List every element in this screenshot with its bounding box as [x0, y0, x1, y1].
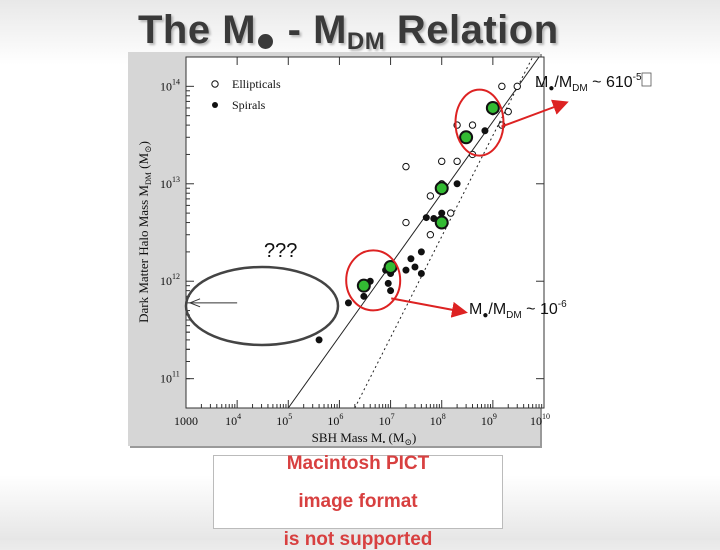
lower-ratio-annotation: M●/MDM ~ 10-6: [469, 299, 567, 321]
upper-ratio-annotation: M●/MDM ~ 610-5: [535, 72, 642, 94]
elliptical-point: [402, 162, 410, 171]
spiral-point: [417, 270, 425, 278]
title-middle: - M: [276, 8, 347, 52]
question-annotation: ???: [264, 240, 297, 262]
missing-glyph-box-icon: [641, 72, 652, 87]
spiral-point: [417, 248, 425, 256]
placeholder-line-1: Macintosh PICT: [286, 453, 430, 474]
lower-highlight-ring: [345, 249, 402, 312]
elliptical-point: [498, 82, 506, 91]
x-tick-label: 106: [327, 412, 343, 428]
y-tick-label: 1011: [160, 370, 180, 386]
fit-line-solid: [287, 56, 540, 409]
lower-callout-arrow: [391, 297, 468, 318]
spiral-point: [344, 299, 352, 307]
highlighted-point: [485, 100, 500, 115]
x-tick-label: 109: [481, 412, 497, 428]
elliptical-point: [453, 157, 461, 166]
spiral-point: [402, 266, 410, 274]
spiral-point: [481, 127, 489, 135]
highlighted-point: [434, 215, 449, 230]
spiral-point: [360, 292, 368, 300]
placeholder-line-2: image format: [298, 491, 418, 512]
y-tick-label: 1013: [160, 175, 180, 191]
highlighted-point: [356, 278, 371, 293]
elliptical-point: [447, 209, 455, 217]
legend-filled-marker: [212, 102, 218, 108]
plot-area: [185, 56, 545, 409]
spiral-point: [315, 336, 323, 344]
upper-callout-arrow: [501, 99, 569, 128]
elliptical-point: [504, 107, 512, 116]
spiral-point: [411, 263, 419, 271]
spiral-point: [422, 214, 430, 222]
elliptical-point: [513, 82, 521, 91]
x-tick-label: 108: [430, 412, 446, 428]
fit-line-dotted: [354, 56, 534, 409]
x-tick-label: 1000: [174, 414, 198, 428]
x-tick-label: 105: [276, 412, 292, 428]
spiral-point: [438, 209, 446, 217]
slide-title: The M - MDM Relation: [138, 8, 559, 56]
upper-highlight-ring: [454, 88, 505, 157]
elliptical-point: [468, 121, 477, 129]
x-tick-label: 1010: [530, 412, 550, 428]
elliptical-point: [402, 218, 410, 227]
spiral-point: [387, 287, 395, 295]
title-suffix: Relation: [385, 8, 559, 52]
legend-open-marker: [211, 80, 219, 88]
bullet-dot-icon: [258, 34, 274, 49]
elliptical-point: [438, 157, 446, 166]
x-tick-label: 107: [379, 412, 395, 428]
x-tick-label: 104: [225, 412, 241, 428]
elliptical-point: [426, 192, 435, 200]
highlighted-point: [459, 130, 474, 145]
y-tick-label: 1014: [160, 77, 180, 93]
title-subscript: DM: [346, 28, 386, 55]
elliptical-point: [426, 231, 435, 239]
legend-spirals-label: Spirals: [232, 98, 266, 112]
spiral-point: [453, 180, 461, 188]
y-tick-label: 1012: [160, 272, 180, 288]
spiral-point: [384, 279, 392, 287]
x-axis-label: SBH Mass M• (M⊙): [312, 430, 417, 447]
y-axis-label: Dark Matter Halo Mass MDM (M⊙): [136, 141, 153, 323]
spiral-point: [407, 255, 415, 263]
highlighted-point: [434, 181, 449, 196]
low-mass-ellipse: [184, 265, 340, 347]
pict-placeholder-image: Macintosh PICT image format is not suppo…: [213, 453, 503, 549]
title-prefix: The M: [138, 8, 257, 52]
low-mass-arrow-head: [188, 298, 201, 308]
legend-ellipticals-label: Ellipticals: [232, 77, 281, 91]
